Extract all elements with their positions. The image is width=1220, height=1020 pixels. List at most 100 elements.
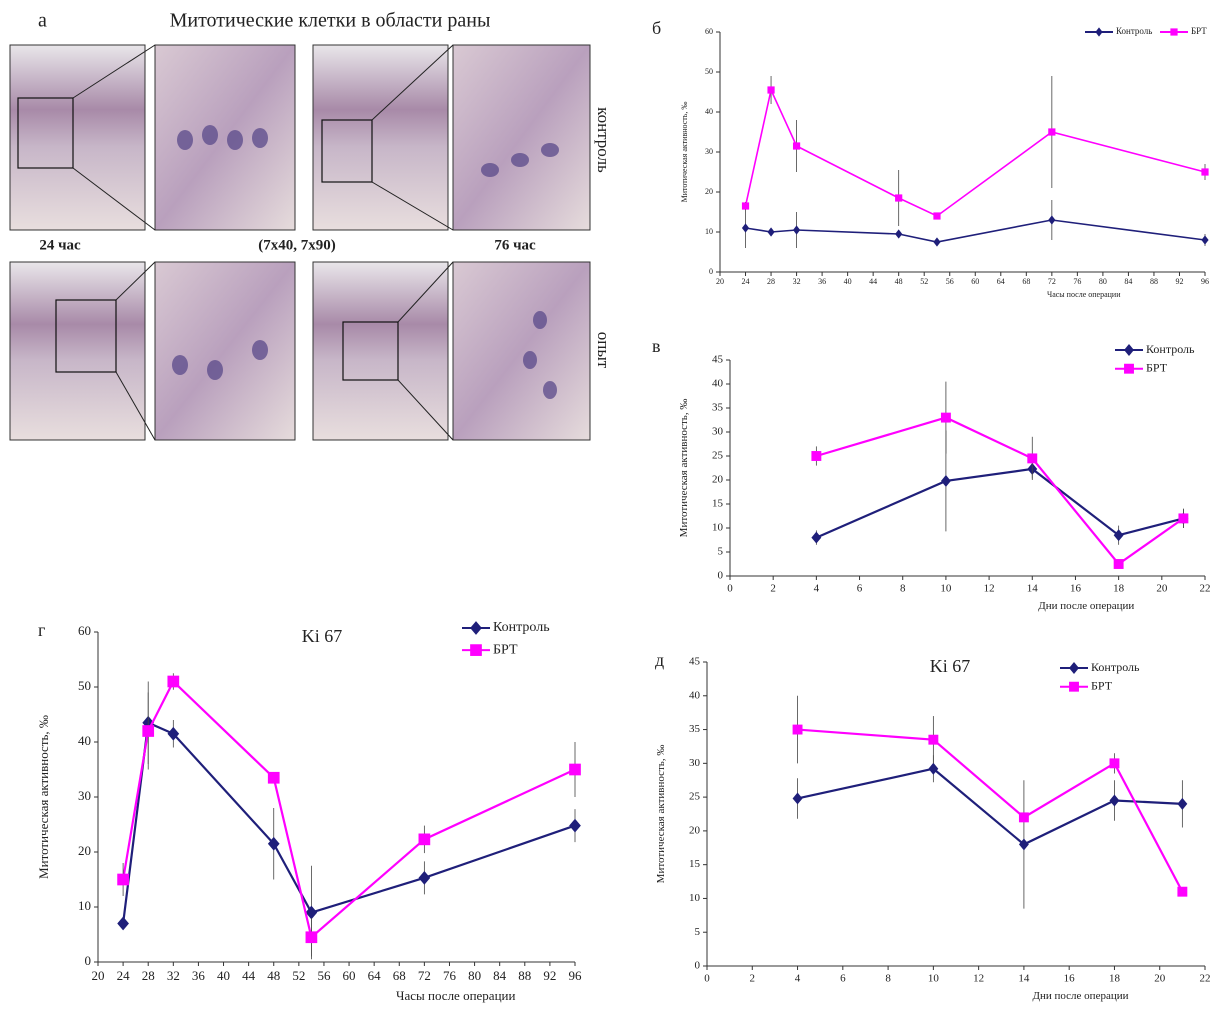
zoom-line	[72, 167, 156, 231]
marker	[928, 734, 939, 745]
y-tick-label: 20	[705, 187, 713, 196]
y-tick-label: 0	[695, 960, 701, 972]
marker	[767, 227, 775, 237]
marker	[741, 202, 750, 210]
x-tick-label: 56	[946, 277, 954, 286]
y-tick-label: 60	[78, 623, 91, 638]
marker	[741, 223, 750, 233]
x-tick-label: 80	[1099, 277, 1107, 286]
marker	[1109, 758, 1120, 769]
zoom-box	[342, 321, 399, 381]
series-line	[797, 767, 1183, 846]
x-tick-label: 84	[1124, 277, 1132, 286]
marker	[1113, 559, 1124, 569]
x-tick-label: 0	[727, 583, 733, 595]
y-tick-label: 10	[689, 892, 701, 904]
histology-image	[9, 44, 146, 231]
marker	[1201, 235, 1209, 245]
x-tick-label: 56	[317, 968, 331, 983]
x-tick-label: 28	[767, 277, 775, 286]
x-tick-label: 32	[167, 968, 180, 983]
y-tick-label: 50	[705, 67, 713, 76]
y-axis-label: Митотическая активность, ‰	[655, 745, 667, 884]
chart-title: Ki 67	[930, 656, 971, 676]
x-tick-label: 60	[343, 968, 356, 983]
y-tick-label: 0	[718, 570, 724, 582]
legend-label: Контроль	[493, 620, 550, 635]
histology-zoom	[154, 44, 296, 231]
x-tick-label: 10	[940, 583, 952, 595]
marker	[1113, 529, 1124, 542]
y-tick-label: 5	[718, 546, 724, 558]
zoom-line	[397, 379, 454, 441]
marker	[569, 818, 581, 833]
x-tick-label: 40	[844, 277, 852, 286]
y-tick-label: 10	[705, 227, 713, 236]
time-label: 76 час	[494, 237, 536, 253]
x-tick-label: 20	[92, 968, 105, 983]
x-tick-label: 4	[814, 583, 820, 595]
y-tick-label: 15	[689, 858, 701, 870]
marker	[940, 412, 951, 423]
marker	[418, 833, 431, 846]
x-tick-label: 72	[1048, 277, 1056, 286]
marker	[792, 724, 803, 735]
x-tick-label: 92	[543, 968, 556, 983]
series-line	[797, 728, 1184, 893]
x-tick-label: 10	[928, 973, 940, 985]
y-tick-label: 20	[689, 824, 701, 836]
marker	[933, 237, 941, 247]
marker	[117, 873, 129, 886]
histology-image	[312, 44, 449, 231]
y-tick-label: 20	[78, 843, 91, 858]
time-label: 24 час	[39, 237, 81, 253]
x-tick-label: 20	[1154, 973, 1166, 985]
zoom-line	[115, 261, 156, 301]
y-tick-label: 5	[695, 926, 701, 938]
y-tick-label: 25	[689, 791, 701, 803]
legend-label: БРТ	[1191, 26, 1207, 36]
x-tick-label: 80	[468, 968, 481, 983]
y-tick-label: 50	[78, 678, 91, 693]
marker	[418, 871, 431, 885]
x-tick-label: 12	[984, 583, 995, 595]
marker	[1177, 886, 1188, 897]
legend-marker	[1095, 27, 1103, 37]
x-tick-label: 16	[1070, 583, 1082, 595]
y-tick-label: 45	[712, 354, 724, 366]
x-tick-label: 64	[368, 968, 382, 983]
zoom-line	[371, 181, 454, 231]
x-tick-label: 44	[242, 968, 256, 983]
x-tick-label: 84	[493, 968, 507, 983]
marker	[933, 212, 941, 220]
marker	[895, 229, 903, 239]
x-tick-label: 48	[267, 968, 280, 983]
zoom-line	[371, 44, 454, 121]
x-tick-label: 28	[142, 968, 155, 983]
y-tick-label: 45	[689, 656, 701, 668]
magnification: (7х40, 7х90)	[258, 237, 336, 253]
histology-zoom	[452, 44, 591, 231]
x-tick-label: 32	[793, 277, 801, 286]
marker	[895, 194, 903, 202]
histology-zoom	[452, 261, 591, 441]
chart-title: Ki 67	[302, 626, 343, 646]
x-tick-label: 88	[1150, 277, 1158, 286]
y-tick-label: 40	[78, 733, 91, 748]
marker	[167, 675, 180, 688]
panel-title: Митотические клетки в области раны	[170, 10, 491, 32]
marker	[1109, 794, 1120, 807]
zoom-box	[321, 119, 373, 183]
y-axis-label: Митотическая активность, ‰	[36, 715, 51, 879]
marker	[1177, 797, 1188, 810]
y-tick-label: 35	[712, 402, 724, 414]
legend-label: Контроль	[1146, 342, 1195, 356]
y-tick-label: 0	[85, 953, 92, 968]
x-tick-label: 36	[192, 968, 206, 983]
marker	[267, 771, 280, 784]
series-line	[745, 219, 1206, 243]
series-line	[816, 416, 1185, 566]
y-tick-label: 40	[689, 689, 701, 701]
marker	[792, 225, 801, 235]
